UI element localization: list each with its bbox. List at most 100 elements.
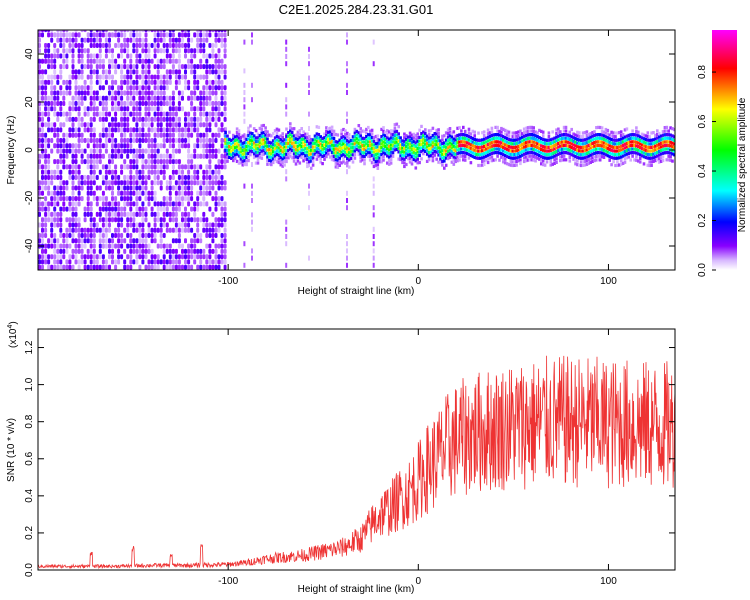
heatmap-cell xyxy=(108,243,111,249)
heatmap-cell xyxy=(654,148,657,152)
heatmap-cell xyxy=(579,145,583,150)
heatmap-cell xyxy=(437,139,440,143)
heatmap-cell xyxy=(220,43,224,48)
heatmap-cell xyxy=(502,149,505,153)
heatmap-cell xyxy=(597,125,600,129)
heatmap-cell xyxy=(317,133,321,137)
heatmap-cell xyxy=(50,148,54,154)
heatmap-cell xyxy=(463,151,467,155)
heatmap-cell xyxy=(217,217,221,223)
heatmap-cell xyxy=(86,180,90,186)
heatmap-cell xyxy=(505,136,509,141)
heatmap-cell xyxy=(583,159,587,163)
heatmap-cell xyxy=(62,164,66,170)
heatmap-cell xyxy=(346,131,349,135)
heatmap-cell xyxy=(621,154,625,158)
heatmap-cell xyxy=(162,169,166,175)
heatmap-cell xyxy=(361,143,364,148)
heatmap-cell xyxy=(243,162,246,166)
heatmap-cell xyxy=(549,159,553,163)
heatmap-cell xyxy=(62,153,66,159)
heatmap-cell xyxy=(446,146,450,150)
heatmap-cell xyxy=(667,143,670,148)
heatmap-cell xyxy=(410,140,414,144)
heatmap-cell xyxy=(65,116,69,122)
heatmap-cell xyxy=(132,211,136,217)
heatmap-cell xyxy=(77,116,81,122)
heatmap-cell xyxy=(141,85,145,91)
heatmap-cell xyxy=(211,111,215,117)
heatmap-cell xyxy=(217,164,221,170)
heatmap-cell xyxy=(247,130,250,134)
heatmap-cell xyxy=(300,134,303,138)
heatmap-cell xyxy=(608,155,611,159)
heatmap-cell xyxy=(418,146,421,150)
heatmap-cell xyxy=(260,153,264,157)
heatmap-cell xyxy=(123,248,127,254)
heatmap-cell xyxy=(123,37,127,43)
heatmap-cell xyxy=(47,164,51,170)
heatmap-cell xyxy=(243,148,246,152)
heatmap-cell xyxy=(147,30,151,33)
heatmap-cell xyxy=(581,163,585,167)
heatmap-cell xyxy=(38,37,41,43)
heatmap-cell xyxy=(492,133,496,137)
heatmap-cell xyxy=(507,137,511,141)
heatmap-cell xyxy=(211,116,215,122)
heatmap-cell xyxy=(475,152,478,156)
heatmap-cell xyxy=(165,95,169,101)
heatmap-cell xyxy=(74,132,78,138)
heatmap-cell xyxy=(642,137,646,141)
heatmap-cell xyxy=(532,137,535,141)
heatmap-cell xyxy=(308,111,310,117)
heatmap-cell xyxy=(38,111,41,117)
heatmap-cell xyxy=(38,153,41,159)
heatmap-cell xyxy=(652,141,655,145)
heatmap-cell xyxy=(465,137,469,141)
heatmap-cell xyxy=(665,125,669,129)
heatmap-cell xyxy=(285,226,288,232)
heatmap-cell xyxy=(80,196,84,202)
heatmap-cell xyxy=(435,150,438,154)
heatmap-cell xyxy=(673,146,675,150)
heatmap-cell xyxy=(205,153,209,159)
heatmap-cell xyxy=(59,248,63,254)
heatmap-cell xyxy=(507,134,511,138)
heatmap-cell xyxy=(235,127,239,131)
heatmap-cell xyxy=(515,131,518,135)
heatmap-cell xyxy=(77,233,81,238)
heatmap-cell xyxy=(309,159,313,163)
heatmap-cell xyxy=(89,101,93,106)
heatmap-cell xyxy=(165,111,169,117)
line-x-axis-label: Height of straight line (km) xyxy=(298,584,415,595)
heatmap-cell xyxy=(92,132,96,138)
heatmap-cell xyxy=(285,241,288,247)
heatmap-cell xyxy=(667,133,670,137)
heatmap-cell xyxy=(427,140,431,144)
heatmap-cell xyxy=(431,144,435,148)
heatmap-cell xyxy=(89,164,93,170)
heatmap-cell xyxy=(62,248,66,254)
heatmap-cell xyxy=(117,185,121,191)
heatmap-cell xyxy=(368,151,372,155)
heatmap-cell xyxy=(488,152,492,156)
heatmap-cell xyxy=(262,149,265,153)
heatmap-cell xyxy=(298,150,302,154)
heatmap-cell xyxy=(243,262,246,268)
heatmap-cell xyxy=(391,154,395,158)
heatmap-cell xyxy=(382,144,385,148)
line-y-tick-label: 0.0 xyxy=(24,563,35,577)
heatmap-cell xyxy=(38,64,41,70)
heatmap-cell xyxy=(184,217,187,223)
heatmap-cell xyxy=(416,157,419,161)
heatmap-cell xyxy=(147,148,151,154)
heatmap-cell xyxy=(313,148,317,153)
heatmap-cell xyxy=(378,152,381,157)
heatmap-cell xyxy=(181,211,184,217)
heatmap-cell xyxy=(217,30,221,33)
heatmap-cell xyxy=(202,254,206,260)
heatmap-cell xyxy=(65,264,69,270)
heatmap-cell xyxy=(50,53,54,59)
heatmap-cell xyxy=(56,222,60,228)
heatmap-cell xyxy=(205,143,209,149)
